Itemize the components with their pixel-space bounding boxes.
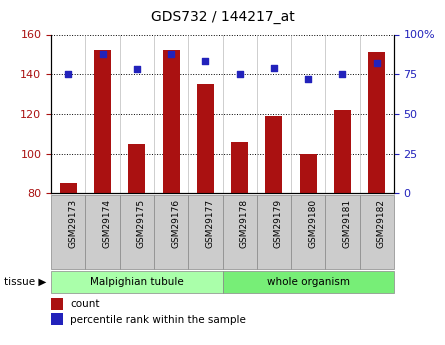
Point (65, 71, 72, 77)
Point (271, 65, 278, 71)
Text: GSM29181: GSM29181 (343, 199, 352, 248)
Point (236, 71, 243, 77)
Bar (291, 195, 325, 269)
Point (305, 76, 312, 82)
Text: Malpighian tubule: Malpighian tubule (90, 277, 184, 287)
Bar (162, 50, 180, 193)
Bar (299, 154, 317, 193)
Text: whole organism: whole organism (267, 277, 350, 287)
Point (373, 60, 380, 66)
Point (99, 51, 106, 56)
Bar (265, 116, 283, 193)
Bar (197, 84, 214, 193)
Bar (368, 52, 385, 193)
Bar (51, 271, 223, 293)
Point (168, 51, 175, 56)
Bar (222, 195, 257, 269)
Bar (325, 195, 360, 269)
Text: count: count (70, 299, 100, 309)
Bar (128, 144, 146, 193)
Text: GSM29180: GSM29180 (308, 199, 317, 248)
Text: GSM29174: GSM29174 (103, 199, 112, 248)
Text: GSM29173: GSM29173 (69, 199, 77, 248)
Bar (222, 271, 394, 293)
Bar (51, 298, 63, 310)
Text: GSM29175: GSM29175 (137, 199, 146, 248)
Bar (94, 50, 111, 193)
Bar (51, 314, 63, 325)
Bar (60, 183, 77, 193)
Point (134, 67, 141, 72)
Bar (360, 195, 394, 269)
Point (339, 71, 346, 77)
Bar (334, 110, 351, 193)
Text: percentile rank within the sample: percentile rank within the sample (70, 315, 246, 325)
Point (202, 59, 209, 64)
Text: GSM29177: GSM29177 (206, 199, 214, 248)
Text: GSM29179: GSM29179 (274, 199, 283, 248)
Text: tissue ▶: tissue ▶ (4, 277, 47, 287)
Bar (51, 195, 85, 269)
Bar (154, 195, 188, 269)
Text: GSM29176: GSM29176 (171, 199, 180, 248)
Bar (231, 141, 248, 193)
Bar (120, 195, 154, 269)
Text: GSM29178: GSM29178 (239, 199, 249, 248)
Bar (85, 195, 120, 269)
Text: GDS732 / 144217_at: GDS732 / 144217_at (150, 10, 295, 24)
Bar (188, 195, 222, 269)
Text: GSM29182: GSM29182 (376, 199, 386, 248)
Bar (257, 195, 291, 269)
